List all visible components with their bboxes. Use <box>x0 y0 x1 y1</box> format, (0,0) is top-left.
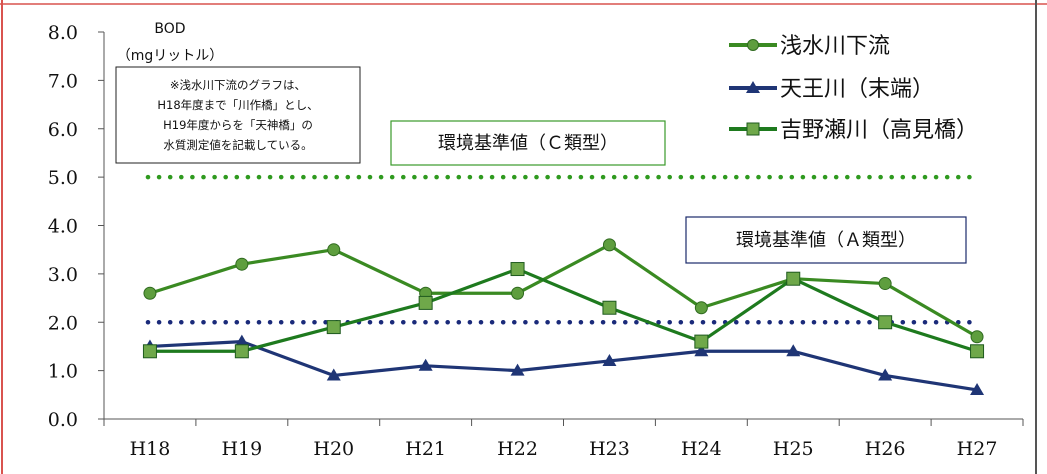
data-point <box>602 238 616 252</box>
legend-triangle-marker <box>746 81 760 93</box>
data-point <box>602 300 617 315</box>
legend-label: 浅水川下流 <box>780 34 890 59</box>
data-point <box>602 353 617 366</box>
legend-label: 吉野瀬川（高見橋） <box>780 118 978 143</box>
y-tick-label: 7.0 <box>48 70 78 92</box>
note-line: ※浅水川下流のグラフは、 <box>170 78 306 92</box>
y-axis-unit: （mgリットル） <box>117 48 224 64</box>
note-line: H19年度からを「天神橋」の <box>163 118 313 132</box>
series-line <box>149 267 978 353</box>
data-point <box>970 330 984 344</box>
x-ticks: H18 H19 H20 H21 H22 H23 H24 H25 H26 H27 <box>103 419 1024 460</box>
y-tick-label: 0.0 <box>48 409 78 431</box>
legend-circle-marker <box>747 39 759 51</box>
x-tick-label: H20 <box>313 438 354 460</box>
x-tick-label: H18 <box>130 438 171 460</box>
y-tick-label: 1.0 <box>48 361 78 383</box>
y-tick-label: 3.0 <box>48 264 78 286</box>
series-line <box>149 243 978 339</box>
data-point <box>234 334 249 347</box>
data-point <box>878 368 893 381</box>
legend-square-marker <box>746 122 760 136</box>
x-tick-label: H26 <box>865 438 906 460</box>
data-point <box>694 334 709 349</box>
data-point <box>786 271 801 286</box>
data-point <box>143 286 157 300</box>
data-point <box>510 262 525 277</box>
data-point <box>694 301 708 315</box>
series-line <box>149 340 978 392</box>
y-tick-label: 2.0 <box>48 312 78 334</box>
note-line: 水質測定値を記載している。 <box>163 138 312 152</box>
x-tick-label: H27 <box>957 438 998 460</box>
legend: 浅水川下流 天王川（末端） 吉野瀬川（高見橋） <box>729 34 978 143</box>
y-tick-label: 5.0 <box>48 167 78 189</box>
y-tick-label: 8.0 <box>48 22 78 44</box>
x-tick-label: H23 <box>589 438 630 460</box>
note-line: H18年度まで「川作橋」とし、 <box>157 98 318 112</box>
y-ticks: 0.0 1.0 2.0 3.0 4.0 5.0 6.0 7.0 8.0 <box>48 22 104 431</box>
y-axis-label: BOD <box>154 21 185 37</box>
data-point <box>326 320 341 335</box>
note-box <box>115 66 361 164</box>
data-point <box>786 344 801 357</box>
series-layer <box>142 238 985 395</box>
y-tick-label: 6.0 <box>48 119 78 141</box>
data-point <box>326 368 341 381</box>
data-point <box>970 382 985 395</box>
data-point <box>234 344 249 359</box>
data-point <box>327 243 341 257</box>
x-tick-label: H22 <box>497 438 538 460</box>
x-tick-label: H21 <box>405 438 446 460</box>
legend-label: 天王川（末端） <box>780 77 934 102</box>
x-tick-label: H24 <box>681 438 722 460</box>
data-point <box>694 344 709 357</box>
data-point <box>878 277 892 291</box>
data-point <box>142 344 157 359</box>
data-point <box>878 315 893 330</box>
standard-c-box <box>390 120 666 166</box>
x-tick-label: H19 <box>221 438 262 460</box>
x-tick-label: H25 <box>773 438 814 460</box>
y-tick-label: 4.0 <box>48 216 78 238</box>
data-point <box>418 295 433 310</box>
standard-c-label: 環境基準値（Ｃ類型） <box>438 133 618 154</box>
data-point <box>511 286 525 300</box>
data-point <box>510 363 525 376</box>
standard-a-box <box>685 216 967 264</box>
data-point <box>418 358 433 371</box>
data-point <box>235 257 249 271</box>
standard-a-label: 環境基準値（Ａ類型） <box>736 230 916 251</box>
data-point <box>970 344 985 359</box>
